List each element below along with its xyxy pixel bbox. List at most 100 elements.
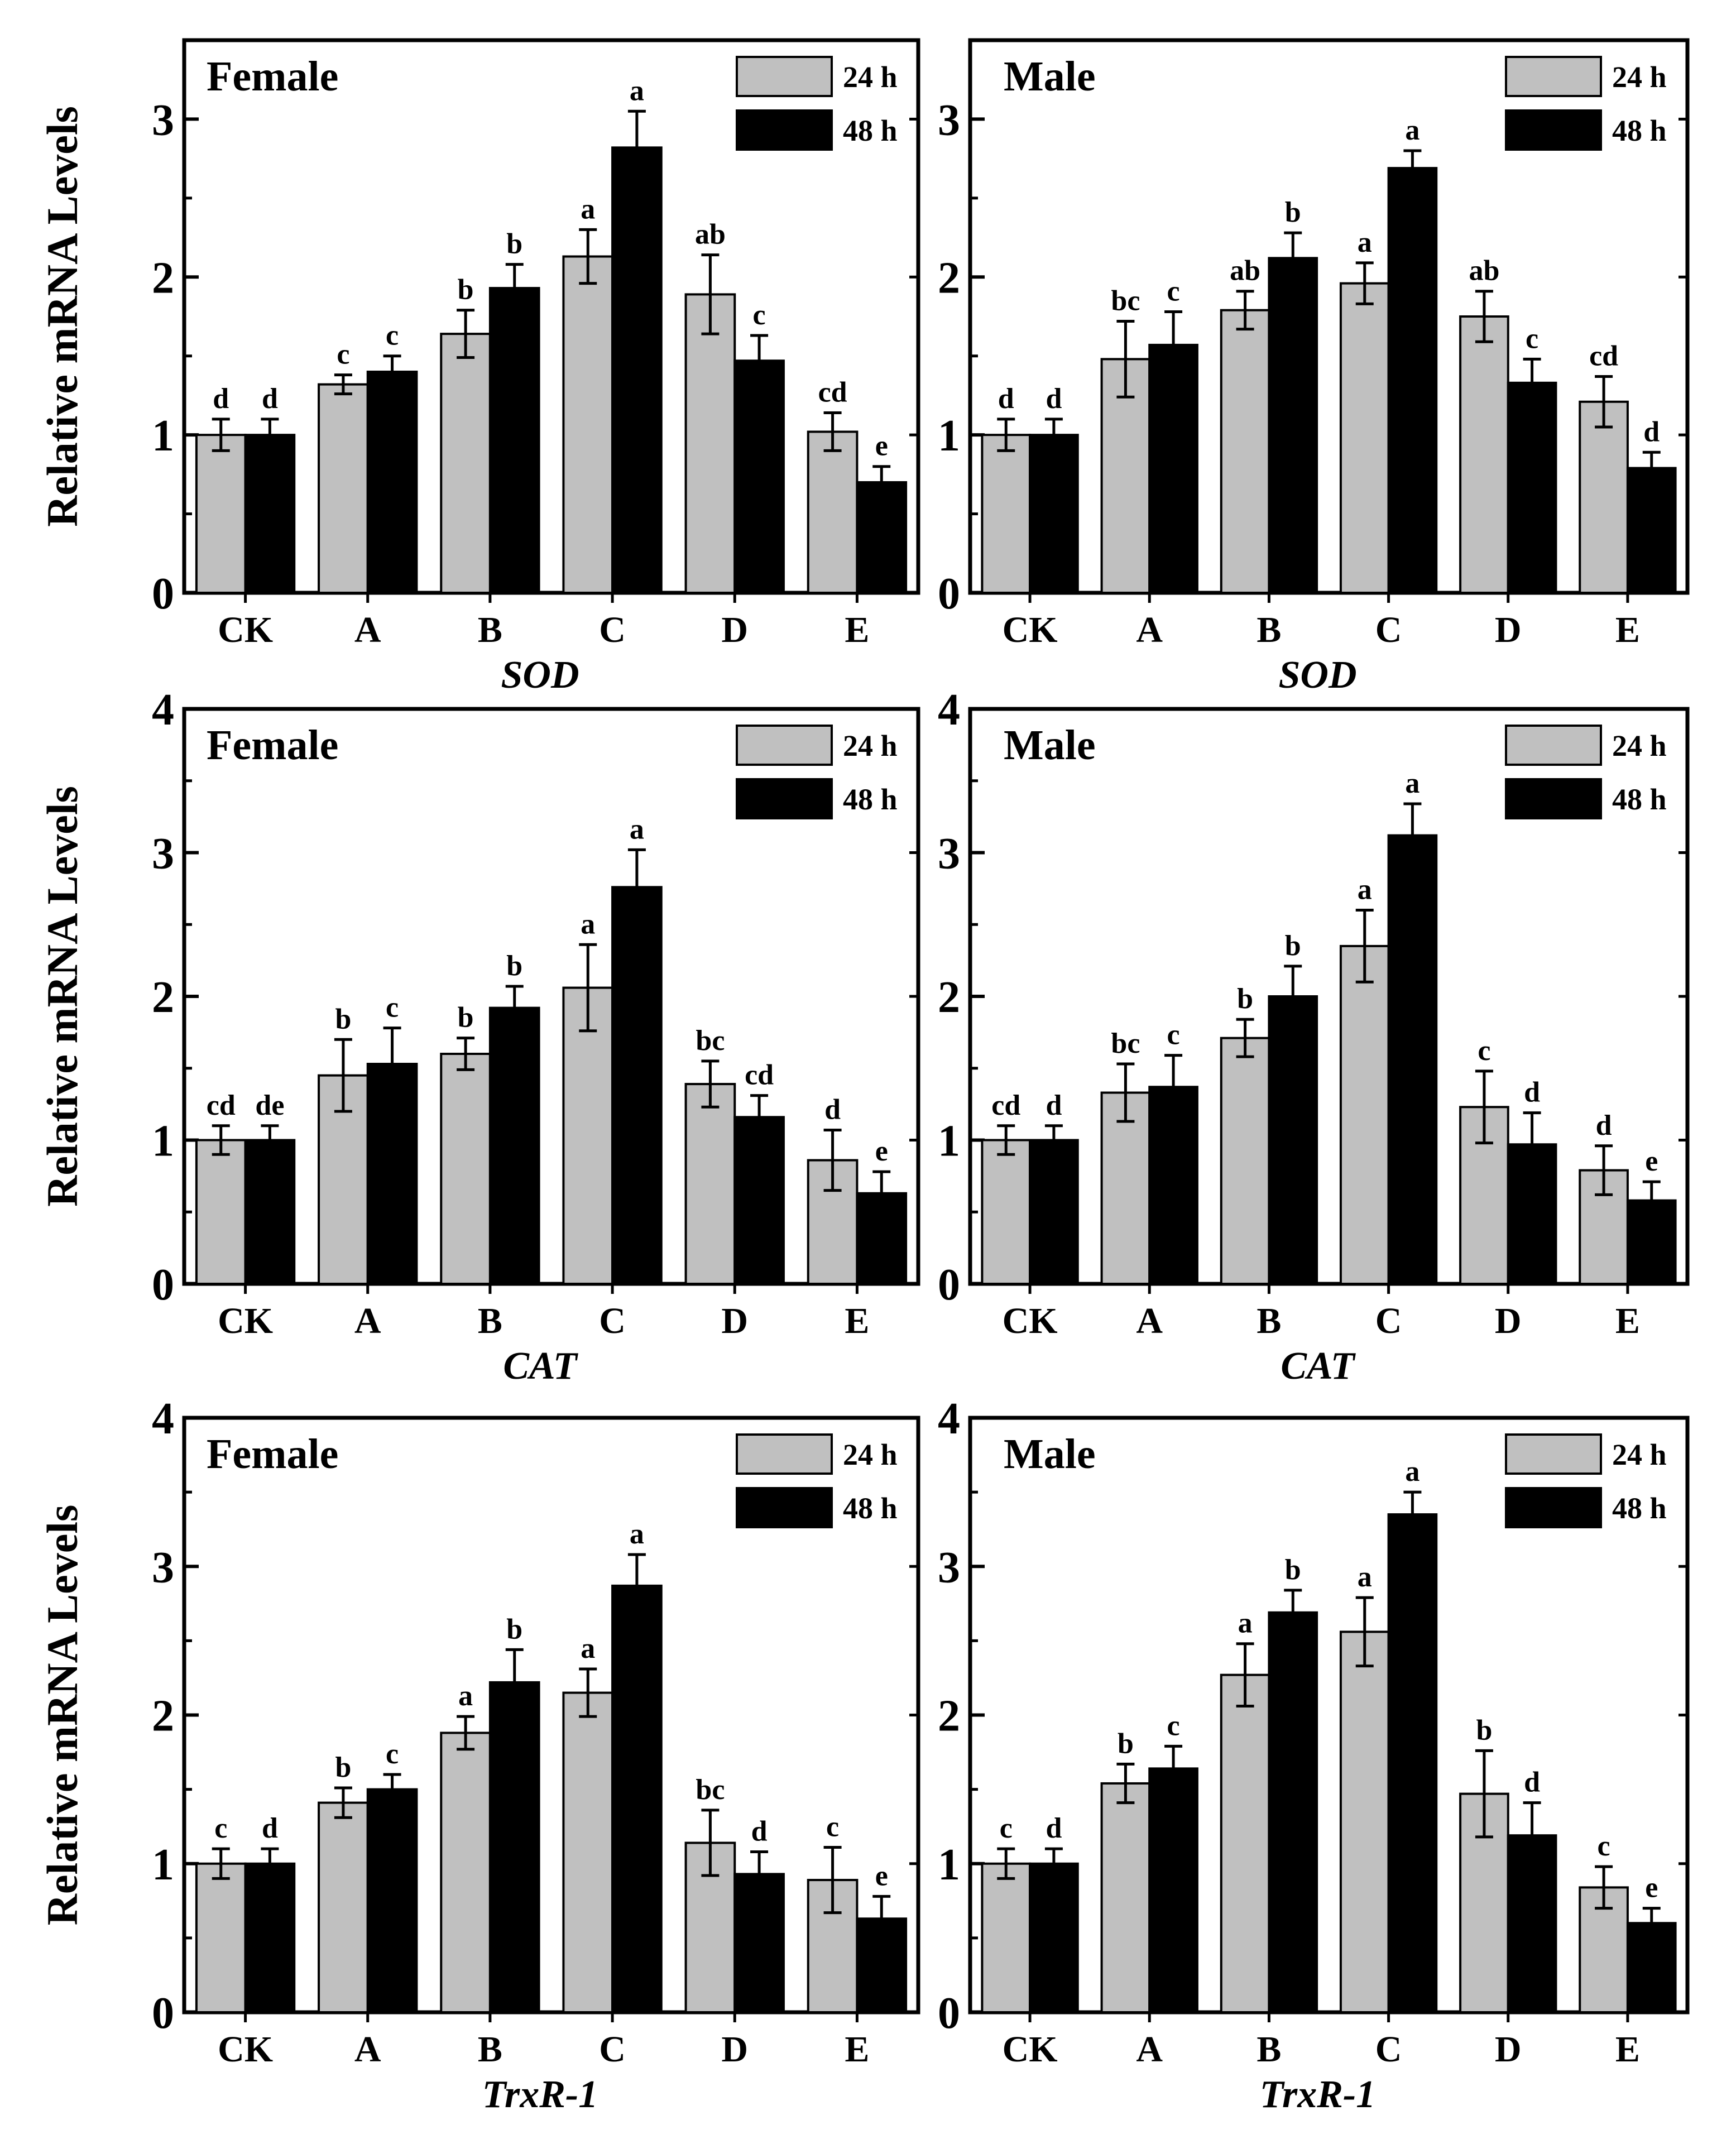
legend-swatch-48h	[736, 1487, 833, 1528]
significance-letter: bc	[696, 1025, 725, 1057]
significance-letter: d	[1524, 1077, 1540, 1109]
legend-label: 48 h	[843, 1491, 898, 1525]
bar-d-48h	[733, 359, 785, 594]
x-tick-label: E	[1615, 2029, 1640, 2070]
y-tick-label: 2	[152, 253, 174, 303]
chart-panel-male-trxr-1: 0 1 2 3 4 c d CK b c Aa b Ba a Cb d Dc e E TrxR-1 Male 24 h 48…	[938, 1394, 1690, 2116]
significance-letter: a	[630, 813, 644, 845]
bar-ck-48h	[244, 434, 296, 594]
significance-letter: d	[262, 383, 278, 415]
bar-ck-48h	[1029, 1139, 1079, 1285]
y-tick-label: 3	[938, 95, 960, 145]
y-tick-label: 4	[152, 1394, 174, 1443]
y-axis-label: Relative mRNA Levels	[38, 1505, 87, 1926]
y-tick-label: 4	[152, 685, 174, 735]
x-tick-label: B	[478, 1301, 502, 1341]
panel-title: Male	[1004, 53, 1096, 100]
y-tick-label: 1	[152, 1117, 174, 1166]
legend-label: 48 h	[1612, 114, 1667, 147]
y-tick-label: 0	[938, 1260, 960, 1310]
bar-b-48h	[1268, 257, 1318, 594]
plot-frame	[182, 38, 920, 595]
bar-c-24h	[562, 1691, 614, 2013]
significance-letter: cd	[818, 377, 847, 409]
bar-ck-48h	[244, 1862, 296, 2013]
significance-letter: d	[262, 1812, 278, 1844]
bar-a-24h	[1100, 1091, 1151, 1286]
significance-letter: d	[1046, 1812, 1062, 1844]
legend-label: 24 h	[843, 60, 898, 94]
bar-ck-48h	[1029, 1862, 1079, 2013]
bar-ck-24h	[195, 1862, 247, 2013]
significance-letter: e	[1645, 1872, 1658, 1904]
significance-letter: a	[1405, 768, 1420, 799]
bar-a-24h	[318, 1801, 369, 2013]
bar-b-48h	[488, 1006, 540, 1285]
panel-title: Female	[207, 1431, 338, 1478]
y-tick-label: 4	[938, 1394, 960, 1443]
significance-letter: d	[1596, 1110, 1612, 1141]
y-axis-label: Relative mRNA Levels	[38, 786, 87, 1207]
significance-letter: a	[581, 1633, 595, 1665]
x-tick-label: C	[1375, 2029, 1402, 2070]
x-tick-label: CK	[1003, 1301, 1058, 1341]
legend-label: 48 h	[1612, 1491, 1667, 1525]
bar-d-24h	[684, 293, 736, 594]
significance-letter: a	[1358, 874, 1372, 906]
bar-a-48h	[1148, 1086, 1198, 1285]
legend-label: 24 h	[1612, 729, 1667, 762]
significance-letter: c	[386, 1738, 399, 1770]
legend-label: 48 h	[843, 114, 898, 147]
y-tick-label: 3	[152, 95, 174, 145]
significance-letter: c	[1598, 1830, 1610, 1862]
bar-c-48h	[611, 146, 663, 594]
legend-swatch-48h	[736, 109, 833, 151]
bar-b-48h	[1268, 1611, 1318, 2014]
panel-title: Female	[207, 722, 338, 769]
legend-label: 48 h	[843, 783, 898, 816]
y-tick-label: 1	[152, 411, 174, 461]
bar-e-24h	[1579, 1169, 1629, 1285]
y-tick-label: 1	[152, 1840, 174, 1889]
significance-letter: cd	[207, 1090, 236, 1121]
x-tick-label: B	[478, 610, 502, 650]
x-tick-label: C	[599, 2029, 626, 2070]
legend-label: 24 h	[1612, 1438, 1667, 1471]
significance-letter: b	[1285, 930, 1301, 962]
x-tick-label: A	[354, 610, 381, 650]
x-tick-label: C	[599, 1301, 626, 1341]
significance-letter: a	[1405, 1456, 1420, 1488]
bar-a-24h	[1100, 1782, 1151, 2014]
significance-letter: a	[458, 1680, 473, 1712]
significance-letter: a	[1238, 1608, 1253, 1639]
x-axis-gene-label: SOD	[1278, 654, 1356, 697]
significance-letter: cd	[991, 1090, 1020, 1121]
bar-ck-48h	[1029, 434, 1079, 594]
bar-e-24h	[807, 430, 859, 594]
x-tick-label: B	[1257, 1301, 1281, 1341]
legend-swatch-48h	[736, 778, 833, 819]
x-axis-gene-label: CAT	[503, 1345, 579, 1388]
x-tick-label: CK	[218, 1301, 273, 1341]
significance-letter: b	[1476, 1714, 1492, 1746]
x-tick-label: B	[1257, 2029, 1281, 2070]
panel-title: Male	[1004, 1431, 1096, 1478]
significance-letter: cd	[1589, 340, 1618, 372]
panel-title: Male	[1004, 722, 1096, 769]
significance-letter: bc	[696, 1774, 725, 1806]
bar-b-24h	[1220, 309, 1270, 594]
significance-letter: d	[751, 1815, 768, 1847]
significance-letter: a	[630, 1518, 644, 1550]
significance-letter: d	[1643, 416, 1660, 448]
x-tick-label: E	[1615, 610, 1640, 650]
significance-letter: c	[1000, 1812, 1013, 1844]
legend-swatch-24h	[736, 56, 833, 97]
x-tick-label: A	[354, 1301, 381, 1341]
significance-letter: d	[1046, 1090, 1062, 1121]
bar-b-24h	[1220, 1037, 1270, 1286]
x-tick-label: D	[1495, 2029, 1522, 2070]
bar-d-48h	[1507, 381, 1557, 594]
